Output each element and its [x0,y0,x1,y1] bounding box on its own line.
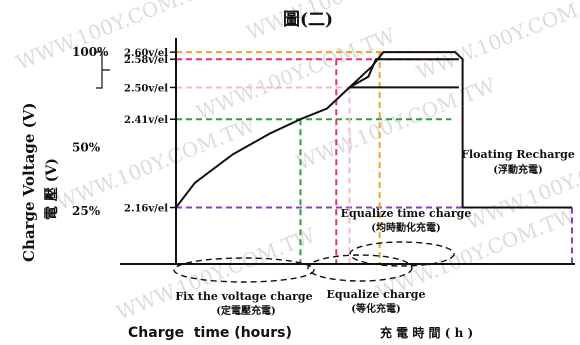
level-label: 2.50v/el [124,83,168,94]
charge-curve-2 [349,58,459,89]
watermark-text: WWW.100Y.COM.TW [243,0,449,45]
charge-curves [175,51,572,209]
phase-label-floating: Floating Recharge [461,148,575,161]
percent-ticks: 100% 50% 25% [72,45,109,218]
watermark-text: WWW.100Y.COM.TW [413,0,580,85]
phase-label-equalize-time: Equalize time charge [341,207,472,220]
percent-tick-label: 50% [72,140,101,154]
phase-bracket-equalize-time [349,241,455,267]
x-axis-label: Charge time (hours) [128,325,292,341]
level-label: 2.16v/el [124,204,168,215]
phase-label-equalize-zh: (等化充電) [351,302,400,315]
percent-tick-label: 25% [72,204,101,218]
watermark-text: WWW.100Y.COM.TW [53,113,259,215]
percent-tick-label: 100% [72,45,109,59]
x-axis-label-zh: 充 電 時 間 ( h ) [380,325,473,340]
watermark-text: WWW.100Y.COM.TW [13,0,219,75]
phase-label-equalize-time-zh: (均時勤化充電) [371,221,440,234]
phase-bracket-equalize [307,254,413,282]
level-label: 2.58v/el [124,55,168,66]
phase-label-floating-zh: (浮動充電) [493,163,542,176]
level-label: 2.60v/el [124,48,168,59]
figure-title: 圖(二) [283,10,333,30]
level-label: 2.41v/el [124,115,168,126]
phase-label-fix-voltage-zh: (定電壓充電) [216,304,275,317]
watermark-text: WWW.100Y.COM.TW [193,23,399,125]
phase-label-fix-voltage: Fix the voltage charge [175,290,312,303]
y-axis-label: Charge Voltage (V) [20,103,38,262]
phase-label-equalize: Equalize charge [327,288,426,301]
y-axis-label-zh: 電 壓 (V) [43,158,60,220]
bracket-100-percent [96,51,110,89]
voltage-level-labels: 2.60v/el2.58v/el 2.50v/el 2.41v/el 2.16v/el [124,48,176,215]
phase-bracket-fix-voltage [173,257,315,283]
